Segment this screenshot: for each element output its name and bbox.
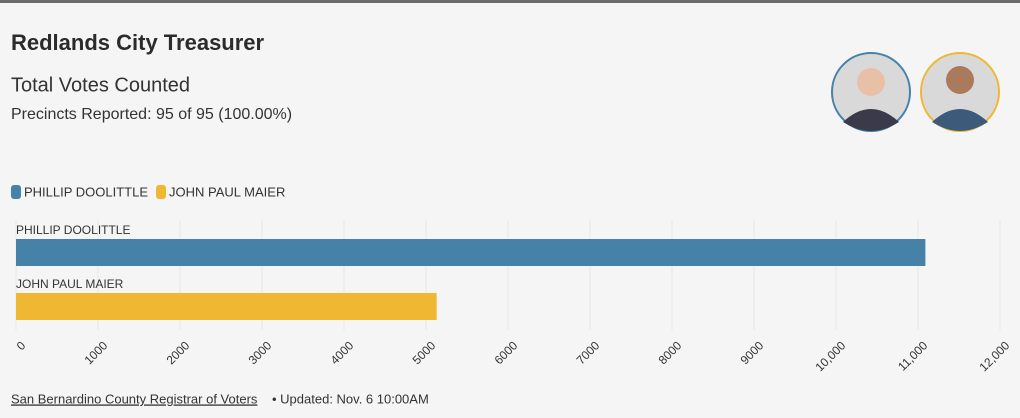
top-border xyxy=(0,0,1020,3)
updated-note: • Updated: Nov. 6 10:00AM xyxy=(272,391,429,406)
candidate-photo xyxy=(831,52,911,132)
chart-title: Redlands City Treasurer xyxy=(11,30,265,55)
x-tick-label: 2000 xyxy=(164,338,193,367)
bar xyxy=(16,239,926,266)
bar-category-label: PHILLIP DOOLITTLE xyxy=(16,223,131,237)
x-tick-label: 3000 xyxy=(246,338,275,367)
x-tick-label: 11,000 xyxy=(895,338,930,373)
x-tick-label: 6000 xyxy=(492,338,521,367)
legend-swatch xyxy=(11,185,21,199)
x-tick-label: 0 xyxy=(14,338,29,353)
x-tick-label: 10,000 xyxy=(812,338,848,374)
x-tick-label: 9000 xyxy=(738,338,767,367)
bar xyxy=(16,293,437,320)
x-tick-label: 5000 xyxy=(410,338,439,367)
legend-label: JOHN PAUL MAIER xyxy=(169,184,285,199)
x-tick-label: 8000 xyxy=(656,338,685,367)
legend-swatch xyxy=(156,185,167,199)
chart-subtitle: Total Votes Counted xyxy=(11,74,190,96)
x-tick-label: 1000 xyxy=(82,338,111,367)
source-link[interactable]: San Bernardino County Registrar of Voter… xyxy=(11,391,258,406)
candidate-photo xyxy=(920,52,1000,132)
x-tick-label: 7000 xyxy=(574,338,603,367)
bar-category-label: JOHN PAUL MAIER xyxy=(16,277,124,291)
legend-label: PHILLIP DOOLITTLE xyxy=(24,184,148,199)
x-tick-label: 4000 xyxy=(328,338,357,367)
precincts-note: Precincts Reported: 95 of 95 (100.00%) xyxy=(11,106,292,123)
x-tick-label: 12,000 xyxy=(976,338,1012,374)
